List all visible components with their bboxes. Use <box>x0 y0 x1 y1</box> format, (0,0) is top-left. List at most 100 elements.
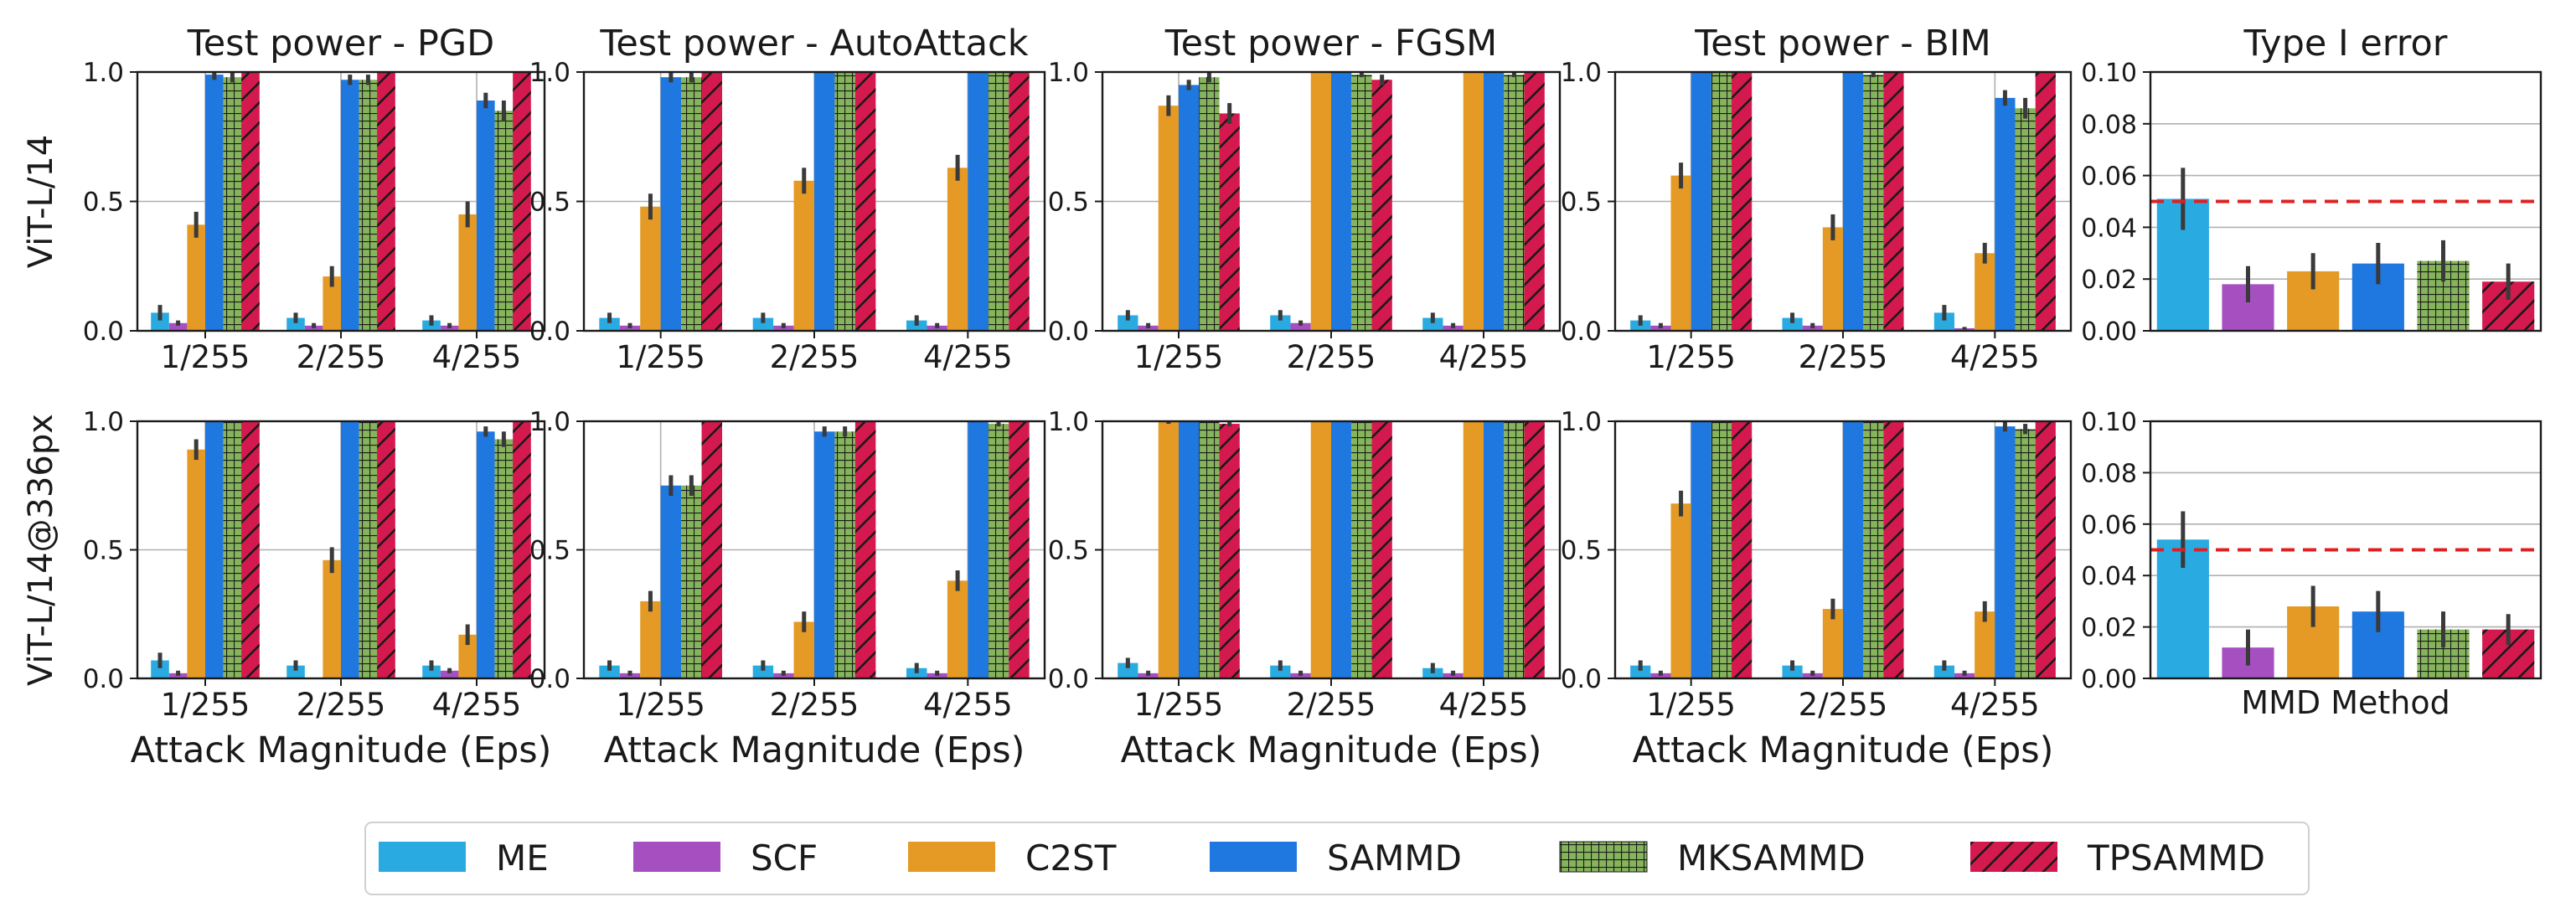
bar-me <box>1270 665 1291 678</box>
bar-pattern <box>1711 421 1732 678</box>
bar-me <box>287 317 305 331</box>
bar-sammd <box>660 485 682 678</box>
bar-pattern <box>701 72 722 331</box>
y-tick-label: 0.5 <box>83 536 124 566</box>
bar-me <box>1630 665 1651 678</box>
bar-me <box>1933 665 1954 678</box>
bar-pattern <box>1371 80 1392 332</box>
y-tick-label: 0.08 <box>2081 111 2137 140</box>
legend-item-tpsammd: TPSAMMD <box>1970 838 2265 879</box>
y-tick-label: 0.0 <box>529 317 570 347</box>
x-tick-label: 4/255 <box>432 339 522 375</box>
y-tick-label: 0.04 <box>2081 562 2137 591</box>
legend-label: ME <box>496 838 549 879</box>
x-tick-label: 2/255 <box>1799 339 1888 375</box>
bar-c2st <box>640 600 661 678</box>
x-axis-label: Attack Magnitude (Eps) <box>1633 729 2054 771</box>
legend-swatch <box>908 842 995 872</box>
legend-item-scf: SCF <box>633 838 818 879</box>
bar-c2st <box>947 168 968 331</box>
panel-0-3: 1/255 2/255 4/255 0.0 0.5 1.0 Test power - BIM <box>1561 23 2073 375</box>
bar-pattern <box>681 77 702 332</box>
panel-title: Test power - AutoAttack <box>599 23 1028 64</box>
x-tick-label: 1/255 <box>161 339 250 375</box>
bar-me <box>287 665 305 678</box>
y-tick-label: 0.0 <box>83 664 124 694</box>
x-tick-label: 4/255 <box>1439 339 1529 375</box>
bar-scf <box>168 322 188 331</box>
bar-c2st <box>793 180 814 331</box>
y-tick-label: 1.0 <box>1561 407 1602 437</box>
bar-pattern <box>988 424 1009 678</box>
bar-pattern <box>241 72 260 331</box>
bar-pattern <box>1371 421 1392 678</box>
y-tick-label: 0.08 <box>2081 459 2137 488</box>
legend-label: MKSAMMD <box>1677 838 1866 879</box>
axes-frame <box>2149 420 2542 680</box>
x-tick-label: 4/255 <box>1950 339 2040 375</box>
bar-me <box>1782 665 1803 678</box>
panel-title: Test power - BIM <box>1694 23 1990 64</box>
legend: ME SCF C2ST SAMMD MKSAMMD TPSAMMD <box>364 822 2310 895</box>
bar-sammd <box>968 421 989 678</box>
x-tick-label: 2/255 <box>1799 687 1888 723</box>
legend-swatch <box>379 842 466 872</box>
bar-pattern <box>377 421 395 678</box>
bar-pattern <box>1219 113 1240 331</box>
bar-c2st <box>1310 421 1331 678</box>
bar-c2st <box>1975 611 1995 678</box>
y-tick-label: 0.5 <box>1048 188 1089 218</box>
x-tick-label: 4/255 <box>923 339 1013 375</box>
y-tick-label: 1.0 <box>83 58 124 88</box>
y-tick-label: 0.5 <box>1561 188 1602 218</box>
bar-sammd <box>341 80 359 332</box>
legend-frame <box>364 822 2310 895</box>
bar-me <box>1782 317 1803 331</box>
bar-c2st <box>1463 421 1484 678</box>
x-axis-label: Attack Magnitude (Eps) <box>604 729 1025 771</box>
x-tick-label: 1/255 <box>616 687 705 723</box>
y-tick-label: 1.0 <box>1048 58 1089 88</box>
bar-me <box>1118 315 1138 331</box>
bar-pattern <box>1524 421 1545 678</box>
bar-sammd <box>205 75 224 331</box>
legend-item-me: ME <box>379 838 549 879</box>
bar-c2st <box>323 276 341 331</box>
x-axis-label: Attack Magnitude (Eps) <box>131 729 552 771</box>
bar-pattern <box>1883 421 1904 678</box>
bar-c2st <box>1670 503 1691 678</box>
bar-pattern <box>1732 72 1753 331</box>
bar-c2st <box>1670 175 1691 331</box>
bar-me <box>1118 662 1138 678</box>
bar-me <box>599 665 620 678</box>
bar-c2st <box>187 449 205 678</box>
bar-sammd <box>1995 97 2016 332</box>
x-tick-label: 2/255 <box>297 687 386 723</box>
bar-pattern <box>2035 72 2056 331</box>
bar-pattern <box>1199 77 1220 332</box>
bar-pattern <box>223 421 242 678</box>
x-tick-label: 2/255 <box>770 687 860 723</box>
bar-pattern <box>377 72 395 331</box>
legend-swatch-pattern <box>1970 842 2057 872</box>
bar-pattern <box>2035 421 2056 678</box>
panel-title: Test power - PGD <box>187 23 494 64</box>
bar-me <box>422 665 441 678</box>
bar-sammd <box>477 431 495 678</box>
legend-swatch <box>1210 842 1297 872</box>
bar-sammd <box>1691 421 1711 678</box>
legend-item-sammd: SAMMD <box>1210 838 1462 879</box>
bar-pattern <box>241 421 260 678</box>
bar-me <box>752 317 774 331</box>
bar-sammd <box>341 421 359 678</box>
bar-pattern <box>1009 421 1030 678</box>
y-tick-label: 0.10 <box>2081 59 2137 88</box>
bar-pattern <box>834 72 855 331</box>
y-tick-label: 0.10 <box>2081 408 2137 437</box>
y-tick-label: 0.0 <box>1048 664 1089 694</box>
y-tick-label: 0.06 <box>2081 162 2137 192</box>
bar-me <box>1933 312 1954 331</box>
bar-c2st <box>1158 421 1179 678</box>
x-tick-label: 1/255 <box>161 687 250 723</box>
